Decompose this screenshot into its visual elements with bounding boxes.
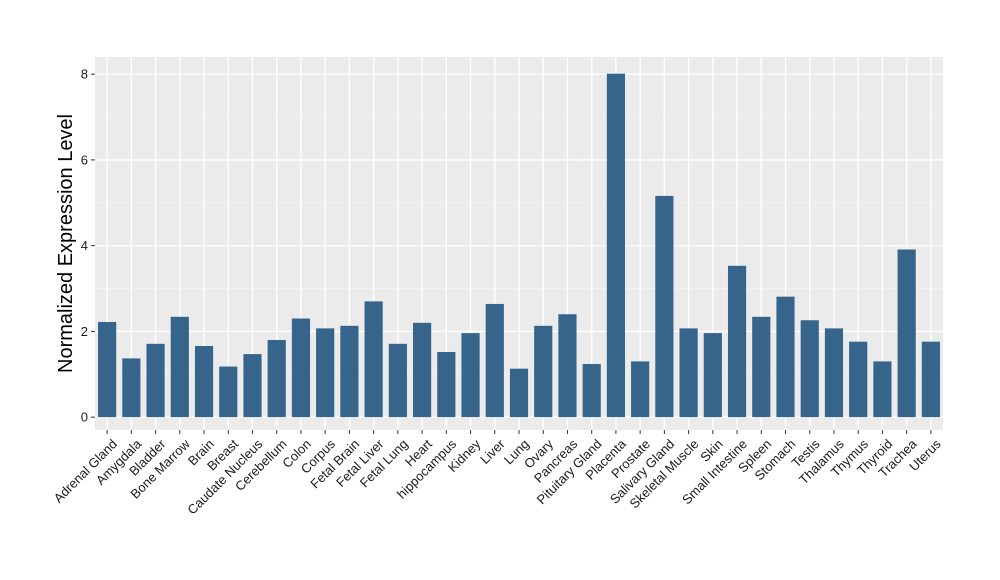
bar xyxy=(316,328,335,418)
bar xyxy=(824,328,844,418)
bar xyxy=(776,296,795,418)
bar-series xyxy=(98,73,940,418)
bar xyxy=(388,343,407,418)
bar xyxy=(873,361,892,418)
bar xyxy=(413,322,432,418)
bar xyxy=(558,314,577,418)
bar xyxy=(752,316,771,418)
bar xyxy=(655,195,674,418)
y-tick-label: 2 xyxy=(81,324,88,339)
y-tick-label: 0 xyxy=(81,410,88,425)
bar xyxy=(921,341,940,418)
bar xyxy=(122,358,141,418)
bar xyxy=(727,265,747,418)
bar xyxy=(679,328,698,418)
bar xyxy=(267,339,286,418)
y-tick-label: 6 xyxy=(81,152,88,167)
bar xyxy=(606,73,625,418)
bar xyxy=(219,366,238,418)
bar xyxy=(703,333,722,418)
bar xyxy=(98,321,117,418)
bar xyxy=(509,368,529,418)
bar xyxy=(582,363,601,418)
bar xyxy=(340,325,359,418)
y-axis-title: Normalized Expression Level xyxy=(55,114,77,373)
bar xyxy=(800,320,819,418)
bar xyxy=(534,325,553,418)
y-axis: 0 2 4 6 8 xyxy=(81,67,95,425)
y-tick-label: 4 xyxy=(81,238,88,253)
bar xyxy=(364,301,383,418)
y-tick-label: 8 xyxy=(81,67,88,82)
bar xyxy=(897,249,916,418)
bar xyxy=(170,316,189,418)
bar xyxy=(194,345,214,418)
bar xyxy=(485,303,504,418)
bar xyxy=(461,333,480,418)
bar xyxy=(631,361,650,418)
bar xyxy=(849,341,868,418)
bar xyxy=(146,343,165,418)
bar xyxy=(291,318,311,418)
bar xyxy=(243,354,262,418)
bar xyxy=(437,351,456,418)
x-tick-label: Liver xyxy=(477,436,508,467)
